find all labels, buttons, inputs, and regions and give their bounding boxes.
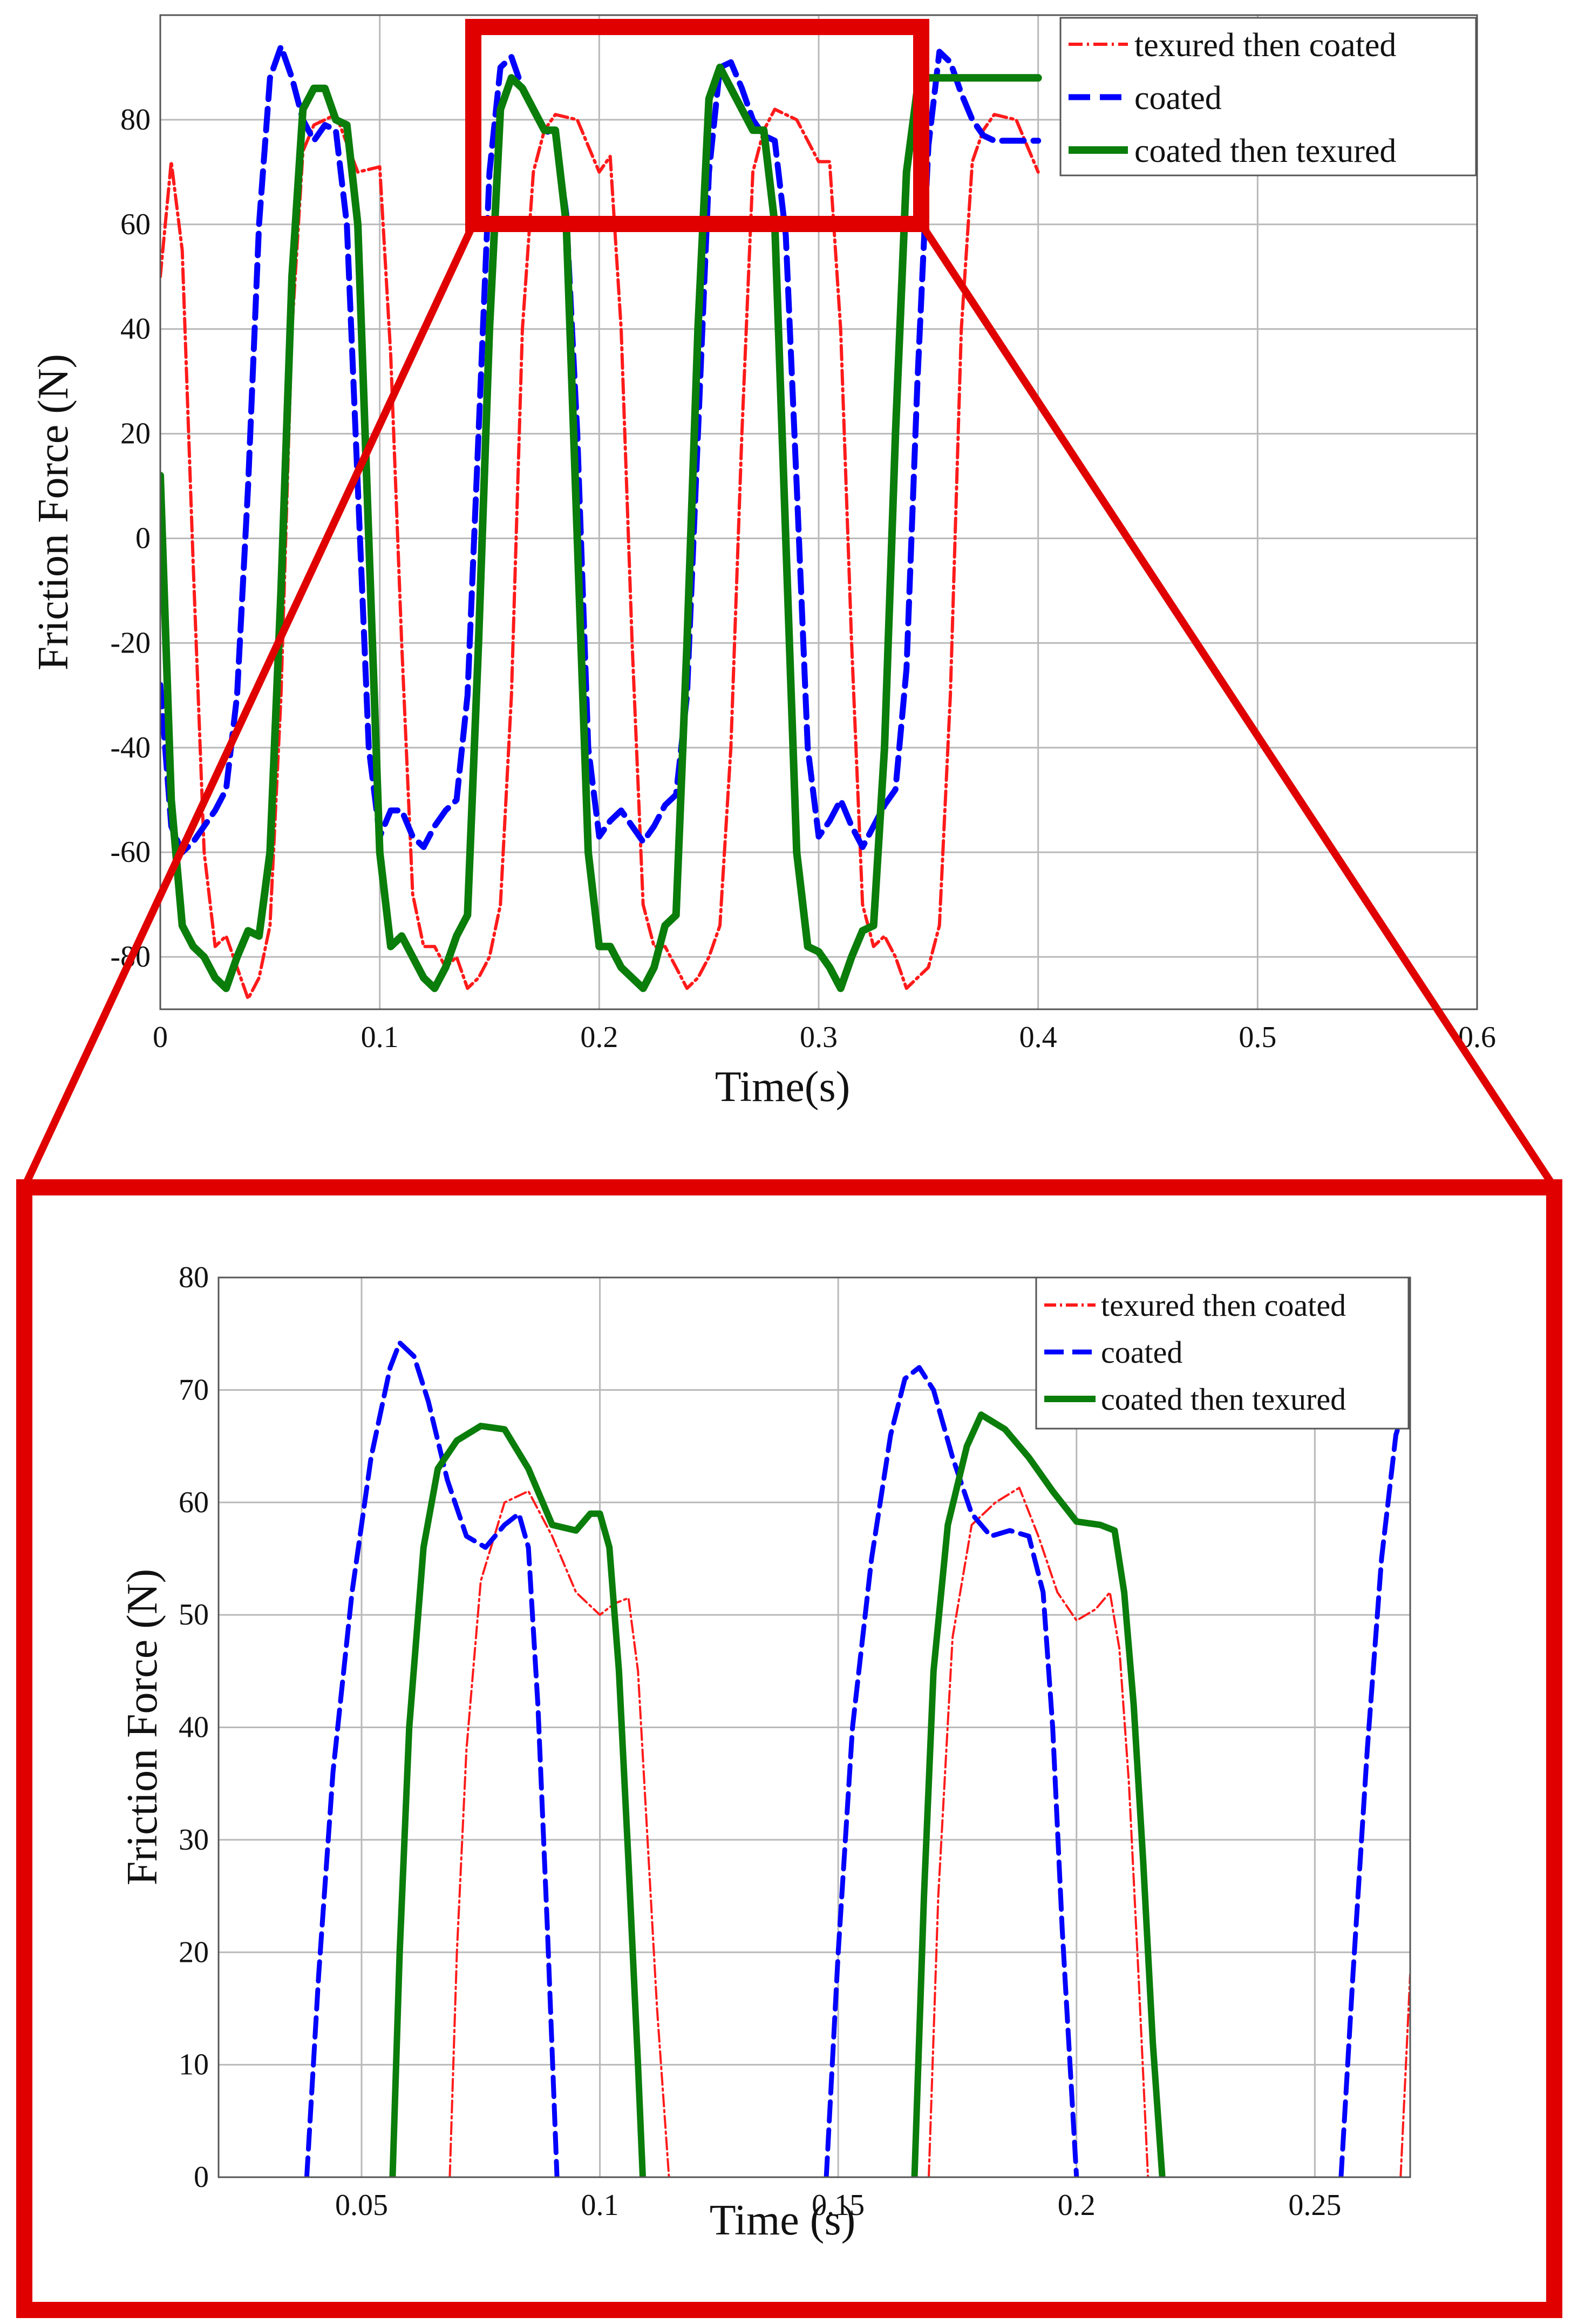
top-plot-frame [159,14,1478,1010]
top-y-tick-5: 20 [120,417,151,451]
bottom-legend-label-texured-then-coated: texured then coated [1101,1288,1346,1323]
top-x-tick-5: 0.5 [1239,1021,1276,1054]
bot-y-tick-8: 80 [179,1261,209,1294]
bottom-legend-box [1035,1276,1410,1430]
bottom-legend-label-coated: coated [1101,1335,1182,1370]
bot-series-coated-segment-0 [304,1340,560,2177]
top-legend-box [1059,17,1477,176]
bot-y-tick-2: 20 [179,1935,209,1969]
top-chart: 00.10.20.30.40.50.6 -80-60-40-2002040608… [30,14,1496,1111]
zoom-connector-left [21,222,477,1189]
top-x-tick-4: 0.4 [1019,1021,1057,1054]
bottom-series-group [304,1340,1410,2177]
bot-y-tick-7: 70 [179,1373,209,1406]
bot-x-tick-4: 0.25 [1288,2189,1341,2222]
bot-series-texured-then-coated-segment-0 [448,1490,670,2177]
bottom-x-tick-labels: 0.05 0.1 0.15 0.2 0.25 [335,2189,1341,2222]
top-series-group [160,43,1042,1001]
top-y-tick-1: -60 [110,835,151,869]
zoom-annotation [16,19,1562,2318]
top-x-tick-1: 0.1 [361,1021,399,1054]
inset-frame [16,1179,1562,2318]
bot-y-tick-4: 40 [179,1711,209,1744]
bottom-plot-frame [217,1276,1411,2178]
zoom-region-box [465,19,929,232]
bot-x-tick-0: 0.05 [335,2189,388,2222]
top-legend: texured then coated coated coated then t… [1059,17,1477,176]
top-x-axis-title: Time(s) [715,1063,850,1111]
bot-x-tick-3: 0.2 [1058,2189,1096,2222]
top-y-tick-7: 60 [120,208,151,241]
bot-x-tick-1: 0.1 [581,2189,619,2222]
top-series-coated-then-texured [160,63,1042,993]
top-legend-label-texured-then-coated: texured then coated [1134,27,1396,64]
top-y-axis-title: Friction Force (N) [30,354,77,671]
bot-series-coated-segment-2 [1338,1387,1410,2177]
top-legend-label-coated: coated [1134,80,1222,117]
top-series-coated [160,43,1042,855]
bot-y-tick-3: 30 [179,1823,209,1857]
bot-series-coated-segment-1 [824,1365,1079,2177]
top-y-tick-8: 80 [120,103,151,137]
top-x-tick-3: 0.3 [800,1021,838,1054]
top-y-tick-6: 40 [120,312,151,346]
bot-series-texured-then-coated-segment-2 [1399,1973,1410,2177]
bot-series-coated-then-texured-segment-1 [911,1411,1166,2177]
zoom-connector-right [918,222,1557,1190]
bot-series-coated-then-texured-segment-0 [389,1423,646,2177]
top-x-tick-2: 0.2 [580,1021,618,1054]
bottom-y-tick-labels: 0 10 20 30 40 50 60 70 80 [179,1261,209,2194]
bot-series-texured-then-coated-segment-1 [928,1486,1150,2177]
top-y-tick-4: 0 [135,521,151,555]
bottom-legend: texured then coated coated coated then t… [1035,1276,1410,1430]
bot-y-tick-1: 10 [179,2048,209,2082]
bottom-chart: 0.05 0.1 0.15 0.2 0.25 0 10 20 30 40 50 60 70 80 Tim… [119,1261,1411,2244]
bottom-x-axis-title: Time (s) [710,2197,855,2244]
bot-x-tick-2: 0.15 [812,2189,865,2222]
bottom-legend-label-coated-then-texured: coated then texured [1101,1382,1346,1417]
bottom-y-axis-title: Friction Force (N) [119,1569,166,1886]
top-legend-label-coated-then-texured: coated then texured [1134,133,1396,169]
top-x-tick-labels: 0 0.1 0.2 0.3 0.4 0.5 0.6 [153,1021,1496,1054]
top-y-tick-3: -20 [110,626,151,660]
top-y-tick-2: -40 [110,731,151,764]
top-x-tick-0: 0 [153,1021,168,1054]
bot-y-tick-0: 0 [194,2160,209,2194]
bot-y-tick-6: 60 [179,1486,209,1519]
bot-y-tick-5: 50 [179,1598,209,1632]
